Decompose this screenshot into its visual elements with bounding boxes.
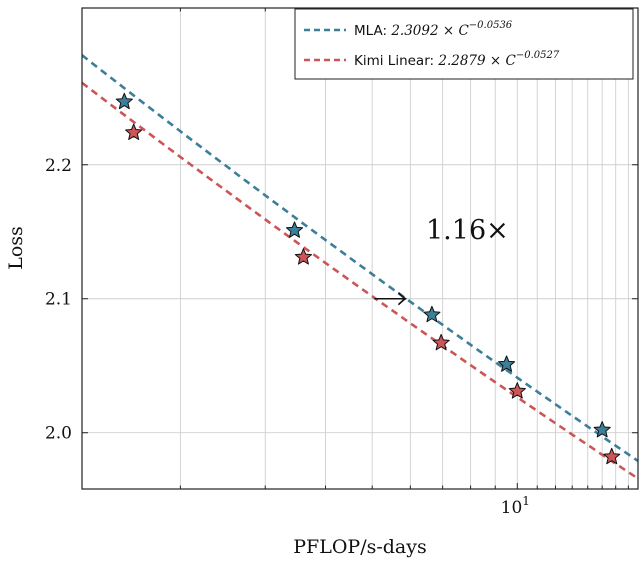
data-markers	[115, 92, 621, 465]
x-tick-base: 10	[501, 498, 523, 518]
legend-entry-mla: MLA: 2.3092 × C−0.0536	[354, 20, 513, 39]
fit-line-mla	[82, 54, 638, 462]
speedup-annotation: 1.16×	[374, 215, 509, 306]
data-point-mla	[497, 355, 516, 372]
data-point-kimi-linear	[432, 333, 450, 351]
y-tick-label: 2.1	[45, 290, 72, 310]
axis-ticks: 2.0 2.1 2.2 101	[45, 8, 638, 518]
legend-box	[294, 8, 634, 80]
legend: MLA: 2.3092 × C−0.0536 Kimi Linear: 2.28…	[294, 8, 634, 80]
y-axis-label: Loss	[5, 226, 27, 270]
legend-formula: 2.3092 × C	[390, 23, 469, 39]
data-point-kimi-linear	[294, 248, 313, 265]
speedup-label: 1.16×	[426, 215, 509, 246]
fit-line-kimi-linear	[82, 81, 638, 480]
y-tick-label: 2.0	[45, 424, 72, 444]
x-axis-label: PFLOP/s-days	[293, 536, 427, 558]
legend-exponent: −0.0527	[516, 50, 560, 61]
grid	[82, 8, 638, 489]
legend-series-name: MLA:	[354, 23, 391, 39]
data-point-mla	[593, 421, 611, 438]
plot-frame	[81, 7, 639, 490]
speedup-arrow-head	[397, 292, 408, 306]
data-point-kimi-linear	[508, 382, 526, 399]
data-point-mla	[423, 305, 441, 323]
y-tick-label: 2.2	[45, 156, 72, 176]
fit-lines	[82, 54, 638, 480]
data-point-mla	[115, 92, 133, 110]
data-point-kimi-linear	[603, 447, 621, 465]
x-tick-label: 101	[501, 494, 530, 518]
data-point-mla	[285, 221, 304, 238]
legend-formula: 2.2879 × C	[437, 53, 516, 69]
legend-entry-kimi: Kimi Linear: 2.2879 × C−0.0527	[354, 50, 560, 69]
plot-background	[82, 8, 638, 489]
legend-series-name: Kimi Linear:	[354, 53, 438, 69]
legend-exponent: −0.0536	[469, 20, 513, 31]
x-tick-exponent: 1	[522, 494, 530, 508]
data-point-kimi-linear	[125, 123, 143, 140]
